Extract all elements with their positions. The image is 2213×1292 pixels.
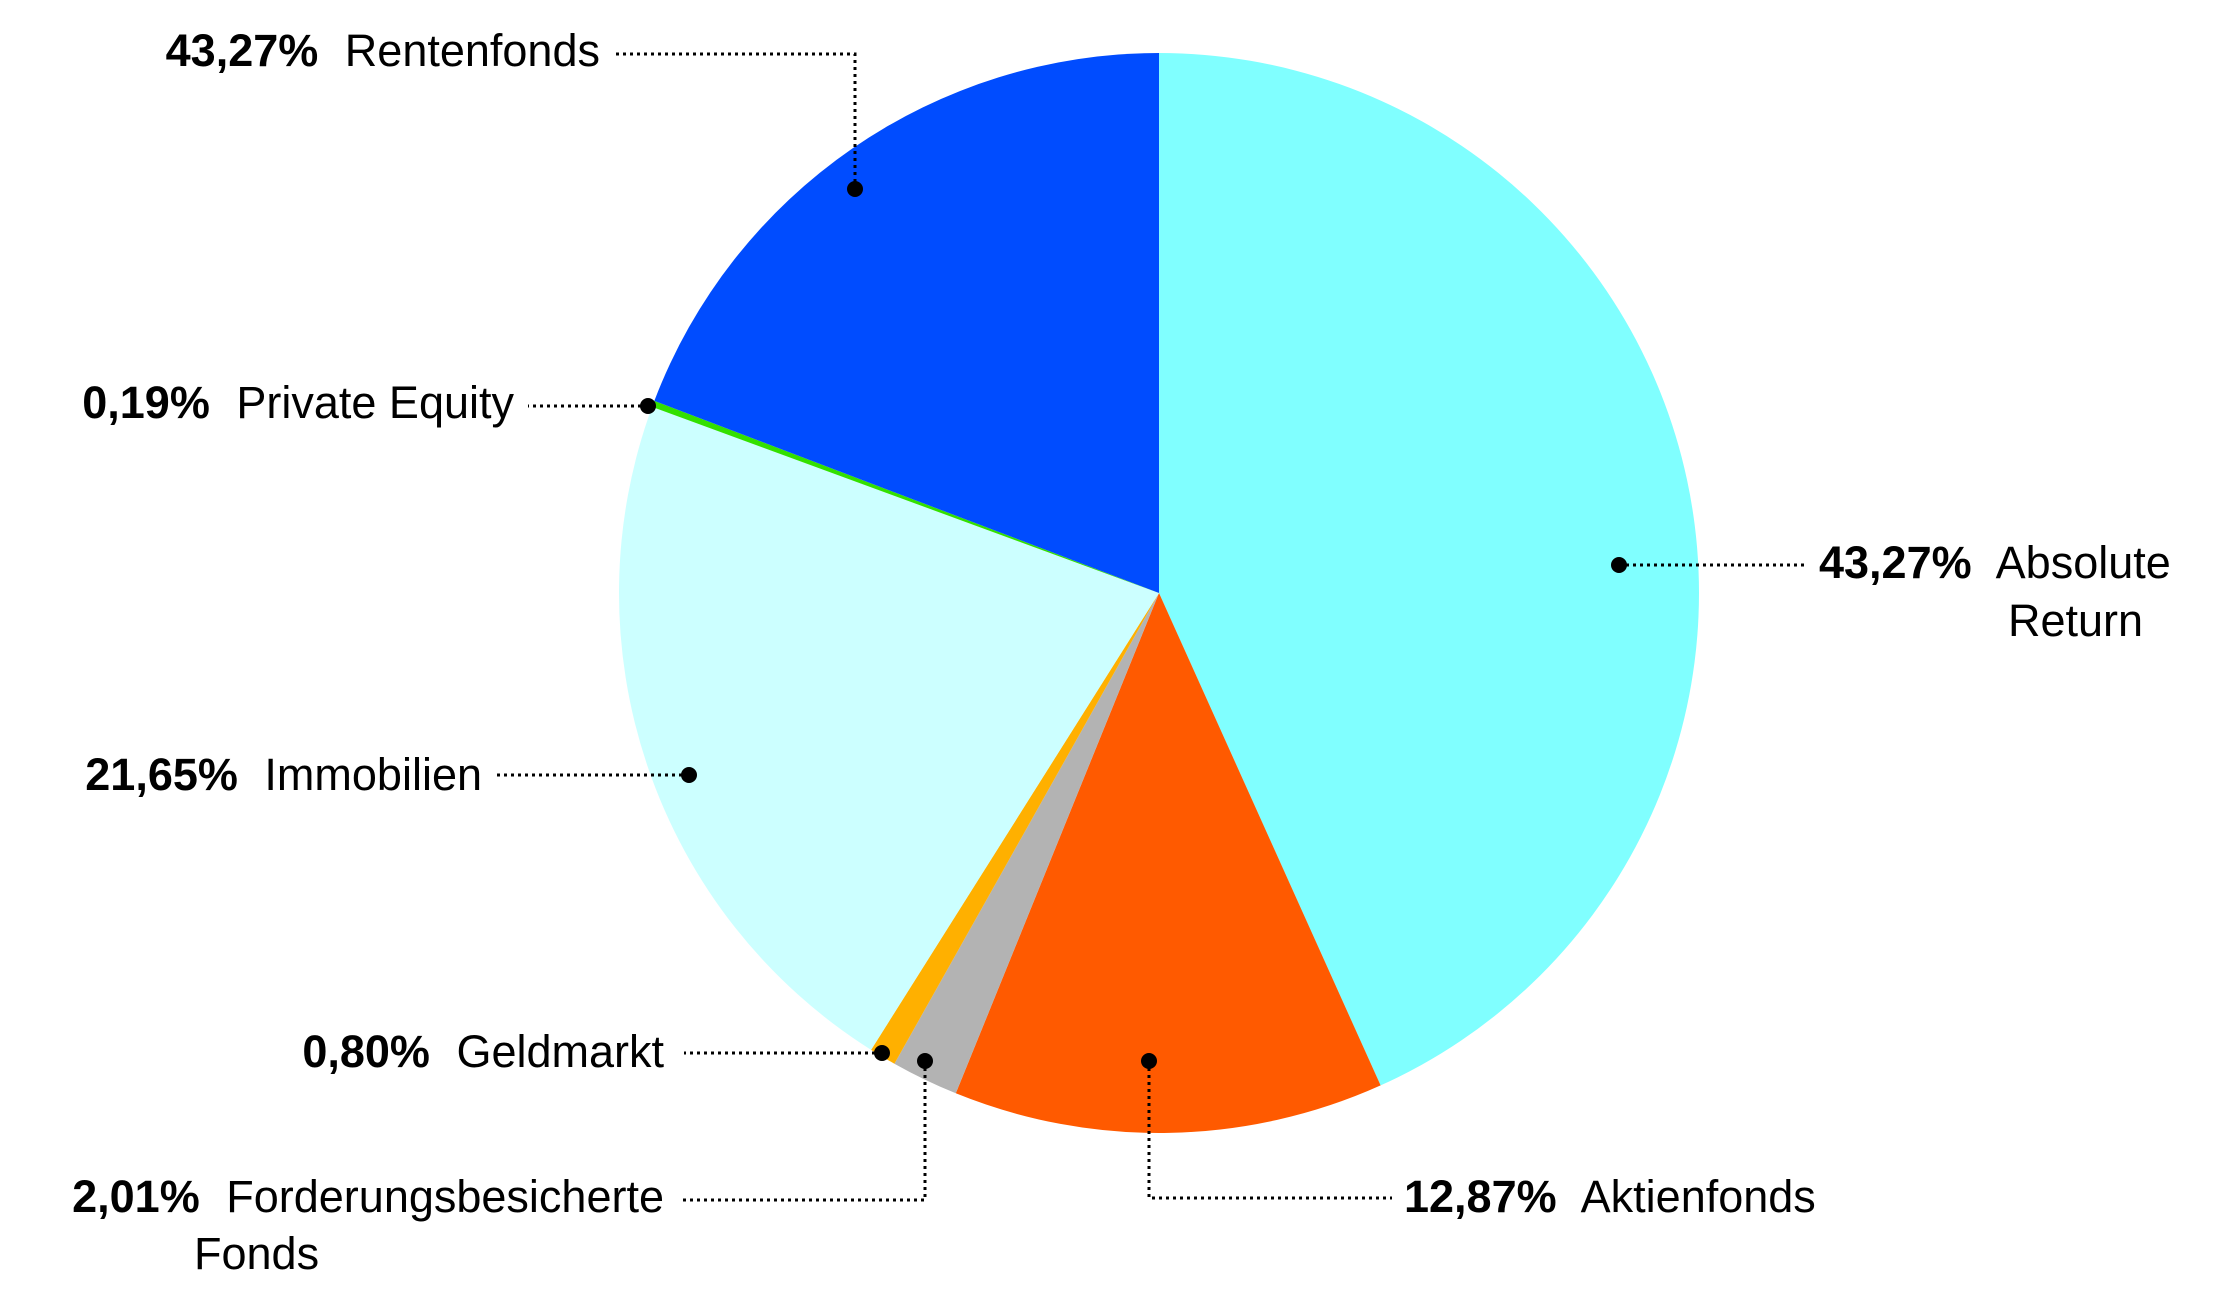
- label-name: Rentenfonds: [345, 25, 600, 76]
- label-absolute-return-line2: Return: [2008, 595, 2143, 646]
- pie-slice-private-equity: [652, 400, 1159, 593]
- label-value: 12,87%: [1404, 1171, 1557, 1222]
- label-name: Return: [2008, 595, 2143, 646]
- pie-slice-immobilien: [618, 406, 1159, 1050]
- label-immobilien: 21,65% Immobilien: [85, 749, 482, 800]
- label-aktienfonds: 12,87% Aktienfonds: [1404, 1171, 1816, 1222]
- pie-slice-aktienfonds: [955, 593, 1381, 1134]
- label-forderungsbesicherte-fonds: 2,01% Forderungsbesicherte: [72, 1171, 664, 1222]
- leader-lines: [494, 52, 1806, 1202]
- label-value: 0,80%: [302, 1026, 430, 1077]
- dot-aktienfonds: [1141, 1053, 1157, 1069]
- label-name: Absolute: [1996, 537, 2171, 588]
- label-name: Geldmarkt: [456, 1026, 664, 1077]
- dot-forderungsbesicherte-fonds: [917, 1053, 933, 1069]
- label-forderungsbesicherte-fonds-line2: Fonds: [194, 1228, 319, 1279]
- label-rentenfonds: 43,27% Rentenfonds: [166, 25, 600, 76]
- label-name: Fonds: [194, 1228, 319, 1279]
- label-name: Private Equity: [236, 377, 514, 428]
- label-private-equity: 0,19% Private Equity: [82, 377, 514, 428]
- label-value: 2,01%: [72, 1171, 200, 1222]
- label-name: Immobilien: [264, 749, 482, 800]
- leader-rentenfonds: [614, 52, 857, 189]
- label-name: Aktienfonds: [1581, 1171, 1816, 1222]
- label-value: 43,27%: [1819, 537, 1972, 588]
- label-value: 0,19%: [82, 377, 210, 428]
- pie-slice-rentenfonds: [654, 53, 1159, 593]
- dot-private-equity: [640, 398, 656, 414]
- label-value: 21,65%: [85, 749, 238, 800]
- leader-forderungsbesicherte-fonds: [682, 1061, 927, 1202]
- dot-geldmarkt: [874, 1045, 890, 1061]
- dot-absolute-return: [1611, 557, 1627, 573]
- pie-slice-absolute-return: [1159, 53, 1700, 1086]
- label-name: Forderungsbesicherte: [226, 1171, 664, 1222]
- dot-immobilien: [681, 767, 697, 783]
- label-geldmarkt: 0,80% Geldmarkt: [302, 1026, 664, 1077]
- dot-rentenfonds: [847, 181, 863, 197]
- pie-slice-forderungsbesicherte-fonds: [894, 593, 1159, 1094]
- pie-slices: [618, 53, 1700, 1134]
- leader-dots: [640, 181, 1627, 1069]
- label-absolute-return: 43,27% Absolute: [1819, 537, 2171, 588]
- label-value: 43,27%: [166, 25, 319, 76]
- pie-slice-geldmarkt: [871, 593, 1159, 1064]
